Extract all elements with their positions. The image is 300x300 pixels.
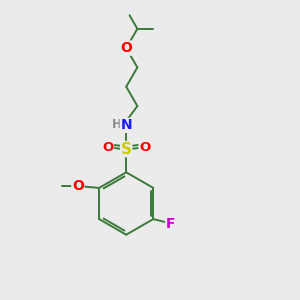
- Text: O: O: [139, 141, 150, 154]
- Text: N: N: [120, 118, 132, 132]
- Text: S: S: [121, 142, 132, 157]
- Text: O: O: [72, 179, 84, 194]
- Text: O: O: [102, 141, 113, 154]
- Text: F: F: [166, 217, 175, 231]
- Text: O: O: [120, 41, 132, 55]
- Text: H: H: [112, 118, 122, 131]
